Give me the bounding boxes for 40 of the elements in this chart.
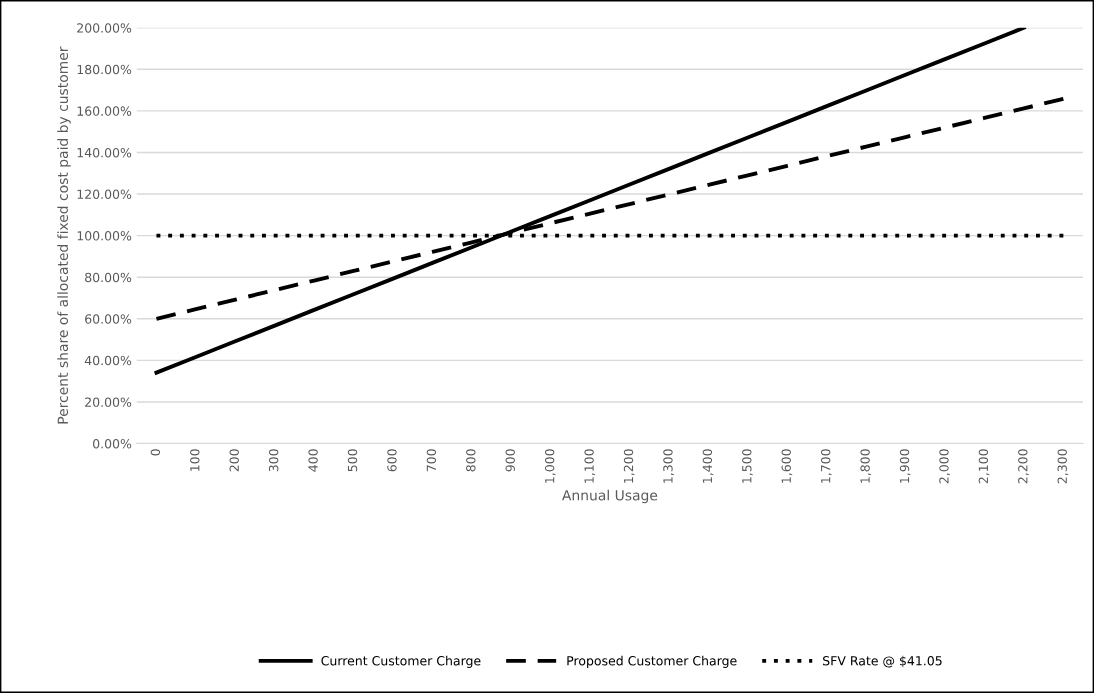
x-tick-label: 2,000 <box>939 449 950 484</box>
x-tick-label: 1,200 <box>623 449 635 483</box>
x-tick-label: 1,000 <box>544 449 556 483</box>
y-tick-label: 40.00% <box>84 355 132 366</box>
x-tick-label: 800 <box>466 449 476 472</box>
x-tick-label: 100 <box>190 449 200 471</box>
x-tick-label: 1,800 <box>860 449 872 483</box>
y-tick-label: 80.00% <box>85 272 132 283</box>
x-tick-label: 1,300 <box>663 449 674 483</box>
x-tick-label: 0 <box>150 449 161 456</box>
x-tick-label: 1,600 <box>781 449 793 483</box>
x-tick-label: 300 <box>268 449 279 472</box>
x-tick-label: 900 <box>505 449 515 472</box>
y-tick-label: 100.00% <box>77 231 132 241</box>
x-tick-label: 1,700 <box>820 449 832 483</box>
x-tick-label: 400 <box>308 449 318 472</box>
y-tick-label: 0.00% <box>93 438 132 449</box>
y-tick-label: 140.00% <box>77 147 132 158</box>
y-tick-label: 60.00% <box>85 314 132 324</box>
x-tick-label: 2,200 <box>1018 449 1029 484</box>
legend-label: Current Customer Charge <box>321 655 481 668</box>
legend-label: Proposed Customer Charge <box>567 655 737 668</box>
y-axis-title: Percent share of allocated fixed cost paid by customer <box>57 46 71 424</box>
x-tick-label: 2,300 <box>1057 449 1069 484</box>
y-tick-label: 180.00% <box>77 64 132 75</box>
x-axis-title: Annual Usage <box>562 489 658 504</box>
x-tick-label: 1,100 <box>584 449 596 483</box>
y-tick-label: 20.00% <box>85 397 132 407</box>
x-tick-label: 1,500 <box>742 449 753 483</box>
x-tick-label: 700 <box>426 449 437 472</box>
x-tick-label: 200 <box>229 449 239 472</box>
x-tick-label: 600 <box>387 449 397 472</box>
x-tick-label: 2,100 <box>978 449 990 484</box>
legend-label: SFV Rate @ $41.05 <box>823 655 942 668</box>
x-tick-label: 1,400 <box>702 449 714 483</box>
x-tick-label: 500 <box>347 449 358 472</box>
y-tick-label: 120.00% <box>77 189 132 199</box>
y-tick-label: 200.00% <box>77 23 132 33</box>
y-tick-label: 160.00% <box>77 106 132 116</box>
x-tick-label: 1,900 <box>899 449 911 483</box>
